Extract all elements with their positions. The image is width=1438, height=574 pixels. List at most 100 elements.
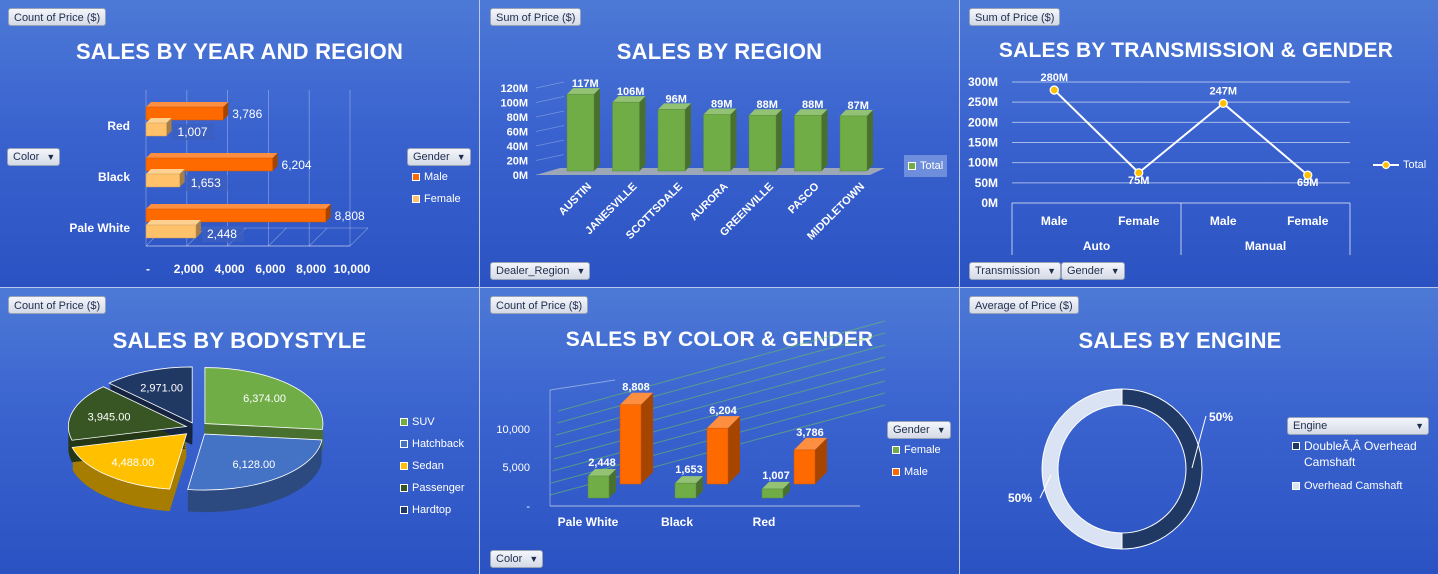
engine-legend-dropdown[interactable]: Engine ▼ <box>1287 417 1429 435</box>
legend-label: Overhead Camshaft <box>1304 480 1403 492</box>
bar-front <box>145 173 180 188</box>
gridline <box>557 332 886 424</box>
bar-side <box>685 103 691 171</box>
dropdown-label: Color <box>13 151 40 163</box>
gridline <box>553 368 886 460</box>
legend-swatch <box>400 506 408 514</box>
category-label: Red <box>107 119 130 133</box>
bar-side <box>815 437 827 484</box>
chevron-down-icon: ▼ <box>1110 266 1120 276</box>
data-label: 96M <box>665 93 686 105</box>
y-tick-label: 200M <box>968 115 998 129</box>
legend-swatch <box>412 195 420 203</box>
donut-segment <box>1041 388 1123 550</box>
field-button-count-price[interactable]: Count of Price ($) <box>8 296 107 314</box>
field-button-sum-price[interactable]: Sum of Price ($) <box>490 8 582 26</box>
y-tick-label: 100M <box>968 156 998 170</box>
label-bg <box>185 175 228 191</box>
bar-front <box>145 224 197 239</box>
gender-dropdown[interactable]: Gender ▼ <box>1061 262 1125 280</box>
legend-label: Total <box>1403 159 1427 171</box>
legend: Total <box>904 155 948 177</box>
legend-item-dohc: DoubleÃ‚Â Overhead Camshaft <box>1292 438 1430 470</box>
y-tick-label: 40M <box>507 141 528 153</box>
gender-legend-dropdown[interactable]: Gender ▼ <box>887 421 951 439</box>
axis-line <box>549 379 616 391</box>
bar-top <box>620 392 653 405</box>
panel-color-gender: Count of Price ($) SALES BY COLOR & GEND… <box>480 288 960 574</box>
bar-front <box>619 404 642 485</box>
field-button-average-price[interactable]: Average of Price ($) <box>969 296 1079 314</box>
bar-male <box>145 204 331 223</box>
x-category-label: AURORA <box>688 181 731 224</box>
data-label: 6,204 <box>282 158 312 172</box>
category-label: Pale White <box>69 221 130 235</box>
field-button-sum-price[interactable]: Sum of Price ($) <box>969 8 1061 26</box>
y-tick-label: 20M <box>507 156 528 168</box>
series-line <box>1053 89 1309 176</box>
bar-top <box>762 481 790 489</box>
column-bar <box>566 88 600 172</box>
data-label: 88M <box>802 99 823 111</box>
bar-top <box>749 109 782 116</box>
legend-item-ohc: Overhead Camshaft <box>1292 478 1430 494</box>
category-label: Black <box>98 170 130 184</box>
bar-front <box>839 115 868 172</box>
bar-front <box>761 488 784 499</box>
pie-slice <box>187 433 323 491</box>
y-tick-label: 120M <box>500 83 528 95</box>
label-bg <box>201 226 244 242</box>
bar-side <box>821 109 828 171</box>
data-label-box: 1,653 <box>185 175 228 191</box>
bar-top <box>612 96 646 103</box>
x-category-label: Pale White <box>558 515 619 529</box>
column-bar <box>794 109 828 172</box>
gridline <box>535 110 565 118</box>
color-filter-dropdown[interactable]: Color ▼ <box>490 550 544 568</box>
data-label-box: 1,007 <box>172 124 215 140</box>
dropdown-label: Color <box>496 553 523 565</box>
gridline <box>349 227 369 247</box>
field-button-count-price[interactable]: Count of Price ($) <box>490 296 589 314</box>
bar-front <box>674 482 697 499</box>
gridline <box>308 227 328 247</box>
data-point <box>1303 170 1313 180</box>
dropdown-label: Gender <box>413 151 450 163</box>
x-tick-label: 10,000 <box>334 262 371 276</box>
transmission-dropdown[interactable]: Transmission ▼ <box>969 262 1061 280</box>
legend-label: Hardtop <box>412 504 452 516</box>
panel-bodystyle: Count of Price ($) SALES BY BODYSTYLE 6,… <box>0 288 480 574</box>
legend-item-female: Female <box>892 439 941 461</box>
legend-item-total: Total <box>908 155 943 177</box>
field-button-count-price[interactable]: Count of Price ($) <box>8 8 107 26</box>
data-label: 2,448 <box>588 457 616 469</box>
line-marker-icon <box>1373 160 1399 170</box>
legend-item-suv: SUV <box>400 411 465 433</box>
bar-side <box>609 468 616 498</box>
column-bar <box>839 109 873 172</box>
bar-side <box>166 118 172 136</box>
legend: SUV Hatchback Sedan Passenger Hardtop <box>400 411 465 521</box>
dealer-region-dropdown[interactable]: Dealer_Region ▼ <box>490 262 591 280</box>
legend-item-sedan: Sedan <box>400 455 465 477</box>
bar-front <box>145 208 326 223</box>
chevron-down-icon: ▼ <box>46 152 56 162</box>
chart-title: SALES BY ENGINE <box>1078 328 1282 353</box>
leader-line <box>1191 415 1207 469</box>
panel-transmission-gender: Sum of Price ($) SALES BY TRANSMISSION &… <box>960 0 1438 288</box>
gender-legend-dropdown[interactable]: Gender ▼ <box>407 148 471 166</box>
bar-female <box>145 118 172 137</box>
data-label: 2,971.00 <box>140 383 183 395</box>
y-tick-label: 150M <box>968 136 998 150</box>
bar-side <box>641 392 653 484</box>
label-bg <box>172 124 215 140</box>
dropdown-label: Gender <box>1067 265 1104 277</box>
bar-top <box>794 437 827 450</box>
legend-swatch <box>908 162 916 170</box>
bar-top <box>588 468 616 476</box>
legend-label: Hatchback <box>412 438 464 450</box>
x-tick-label: 2,000 <box>174 262 204 276</box>
column-female <box>761 481 790 499</box>
color-filter-dropdown[interactable]: Color ▼ <box>7 148 61 166</box>
data-label: 3,786 <box>796 427 824 439</box>
